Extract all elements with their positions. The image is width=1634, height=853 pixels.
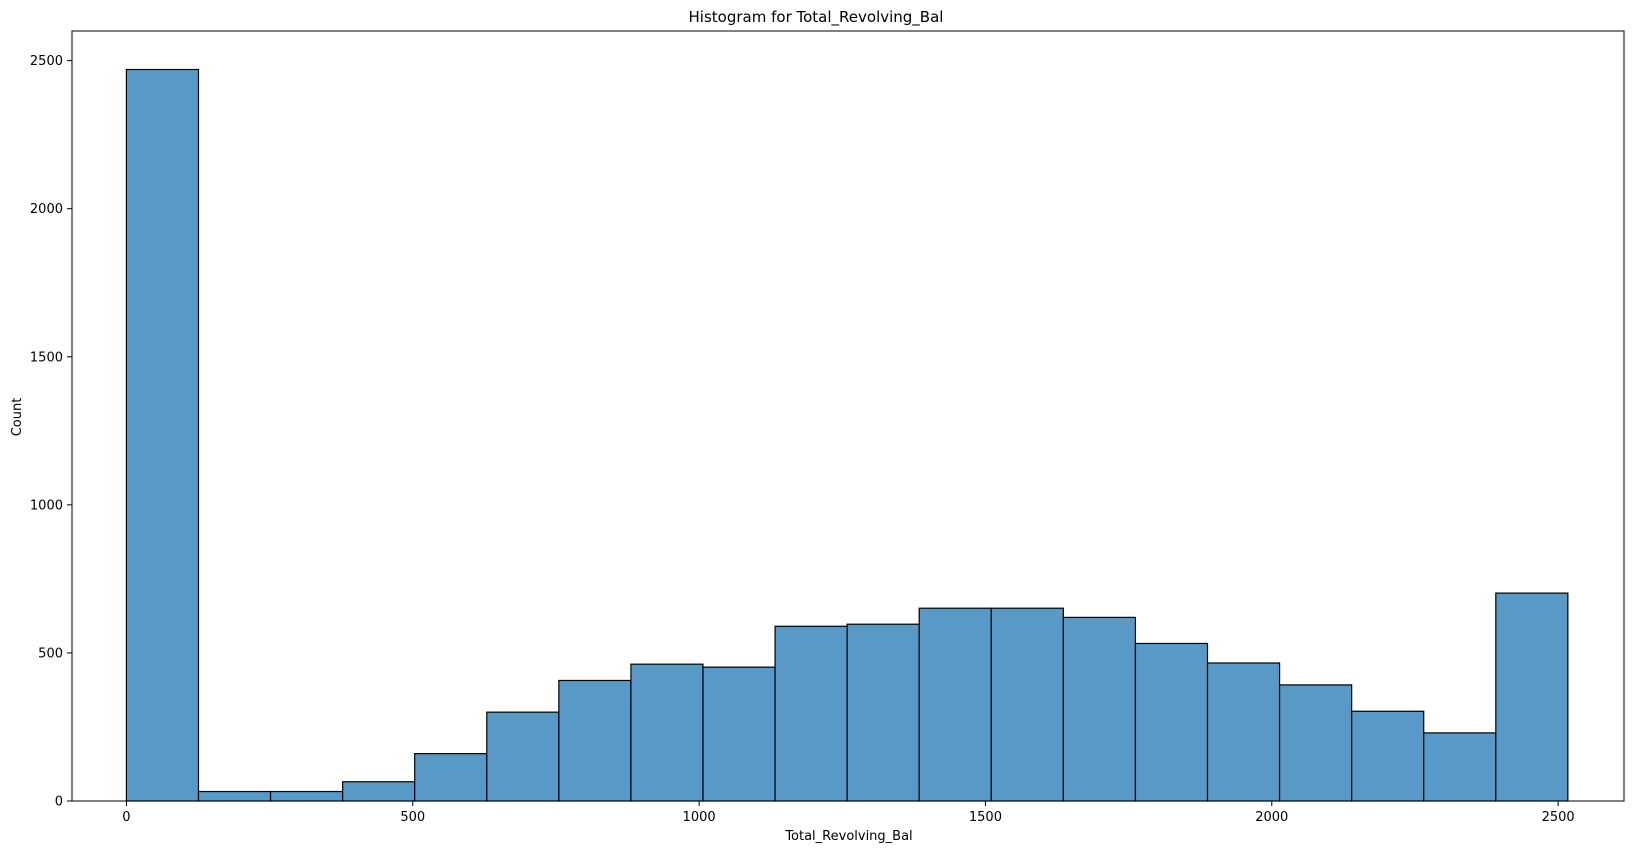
histogram-bar <box>197 790 272 802</box>
x-tick-label: 2000 <box>1255 810 1288 825</box>
histogram-bar <box>918 607 992 802</box>
y-tick-label: 1000 <box>30 498 63 513</box>
y-tick-label: 0 <box>55 795 63 810</box>
histogram-bar <box>1351 710 1425 802</box>
histogram-bar <box>1278 684 1353 802</box>
histogram-bar <box>414 753 488 802</box>
histogram-bar <box>486 711 560 802</box>
y-axis-ticks: 0 500 1000 1500 2000 2500 <box>30 54 72 810</box>
histogram-bar <box>125 68 200 802</box>
histogram-bar <box>846 623 920 802</box>
y-tick-label: 2500 <box>30 54 63 69</box>
chart-title: Histogram for Total_Revolving_Bal <box>689 8 944 27</box>
x-tick-label: 1000 <box>683 810 716 825</box>
y-tick-label: 1500 <box>30 350 63 365</box>
histogram-bar <box>1206 662 1281 802</box>
histogram-bar <box>702 666 776 802</box>
y-tick-label: 2000 <box>30 202 63 217</box>
histogram-bar <box>630 663 704 802</box>
histogram-bar <box>342 781 416 802</box>
histogram-bar <box>990 607 1064 802</box>
histogram-bar <box>1134 642 1209 802</box>
histogram-bar <box>774 625 848 802</box>
histogram-bar <box>1062 616 1137 802</box>
x-tick-label: 1500 <box>969 810 1002 825</box>
histogram-bar <box>269 790 344 802</box>
x-axis-label: Total_Revolving_Bal <box>784 829 912 844</box>
x-tick-label: 0 <box>122 810 130 825</box>
histogram-bar <box>1423 732 1497 802</box>
y-tick-label: 500 <box>38 646 63 661</box>
histogram-bar <box>558 679 632 802</box>
y-axis-label: Count <box>10 398 25 437</box>
x-axis-ticks: 0 500 1000 1500 2000 2500 <box>122 801 1575 825</box>
plot-frame <box>71 30 1625 802</box>
x-tick-label: 500 <box>400 810 425 825</box>
x-tick-label: 2500 <box>1542 810 1575 825</box>
histogram-bar <box>1495 592 1569 802</box>
histogram-bars <box>125 68 1569 802</box>
